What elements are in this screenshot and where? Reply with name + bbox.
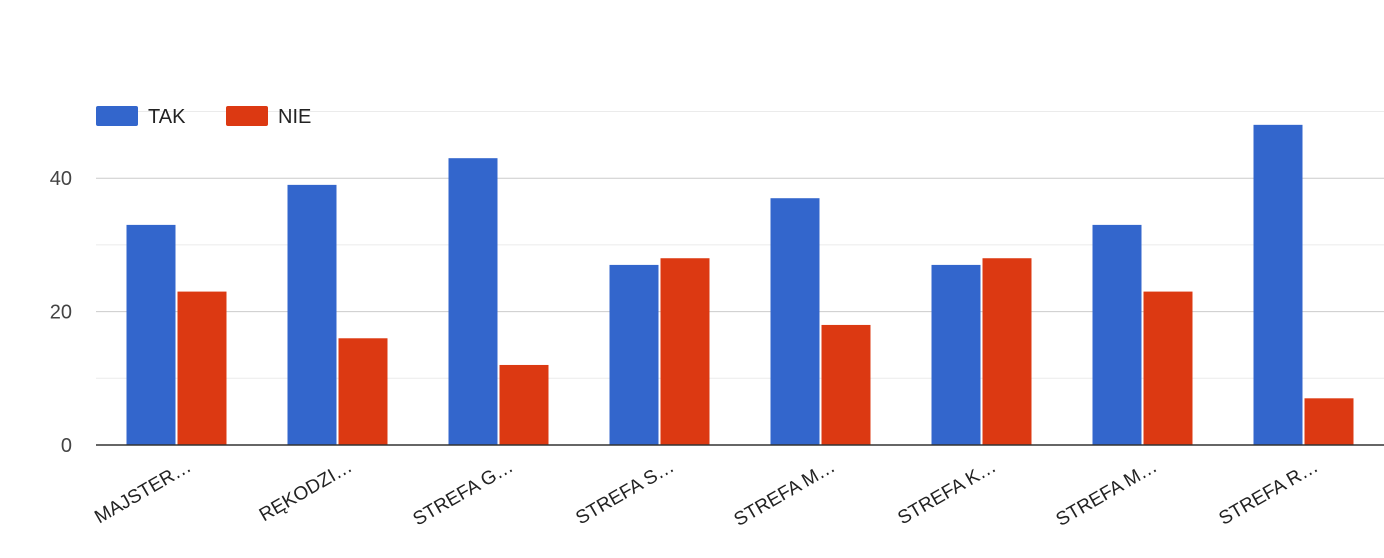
legend-label: NIE <box>278 106 311 128</box>
bar-nie-7[interactable] <box>1143 291 1193 445</box>
bar-nie-8[interactable] <box>1304 398 1354 445</box>
bar-nie-3[interactable] <box>499 364 549 445</box>
y-tick-label: 0 <box>61 435 72 457</box>
bar-nie-2[interactable] <box>338 338 388 445</box>
bar-nie-1[interactable] <box>177 291 227 445</box>
x-category-label: STREFA M… <box>731 456 839 531</box>
bar-nie-4[interactable] <box>660 258 710 445</box>
x-category-label: STREFA K… <box>894 456 1000 529</box>
x-category-label: RĘKODZI… <box>256 456 356 526</box>
x-category-label: MAJSTER… <box>91 456 195 528</box>
y-tick-label: 20 <box>50 302 72 324</box>
bar-tak-5[interactable] <box>770 198 820 445</box>
bar-nie-6[interactable] <box>982 258 1032 445</box>
legend: TAK NIE <box>96 106 311 128</box>
bar-tak-2[interactable] <box>287 184 337 445</box>
bar-tak-8[interactable] <box>1253 124 1303 445</box>
y-tick-label: 40 <box>50 168 72 190</box>
bar-tak-7[interactable] <box>1092 224 1142 445</box>
bar-tak-4[interactable] <box>609 264 659 445</box>
x-category-label: STREFA M… <box>1053 456 1161 531</box>
x-axis-labels: MAJSTER… RĘKODZI… STREFA G… STREFA S… STREFA… <box>91 456 1322 531</box>
x-category-label: STREFA G… <box>410 456 517 530</box>
bar-tak-3[interactable] <box>448 158 498 445</box>
bar-tak-6[interactable] <box>931 264 981 445</box>
y-axis-ticks: 0 20 40 <box>50 168 72 457</box>
legend-swatch <box>226 106 268 126</box>
bar-tak-1[interactable] <box>126 224 176 445</box>
bars <box>126 124 1354 445</box>
bar-nie-5[interactable] <box>821 324 871 445</box>
x-category-label: STREFA R… <box>1215 456 1322 530</box>
legend-item-tak[interactable]: TAK <box>96 106 186 128</box>
legend-item-nie[interactable]: NIE <box>226 106 311 128</box>
legend-swatch <box>96 106 138 126</box>
x-category-label: STREFA S… <box>572 456 678 529</box>
legend-label: TAK <box>148 106 186 128</box>
